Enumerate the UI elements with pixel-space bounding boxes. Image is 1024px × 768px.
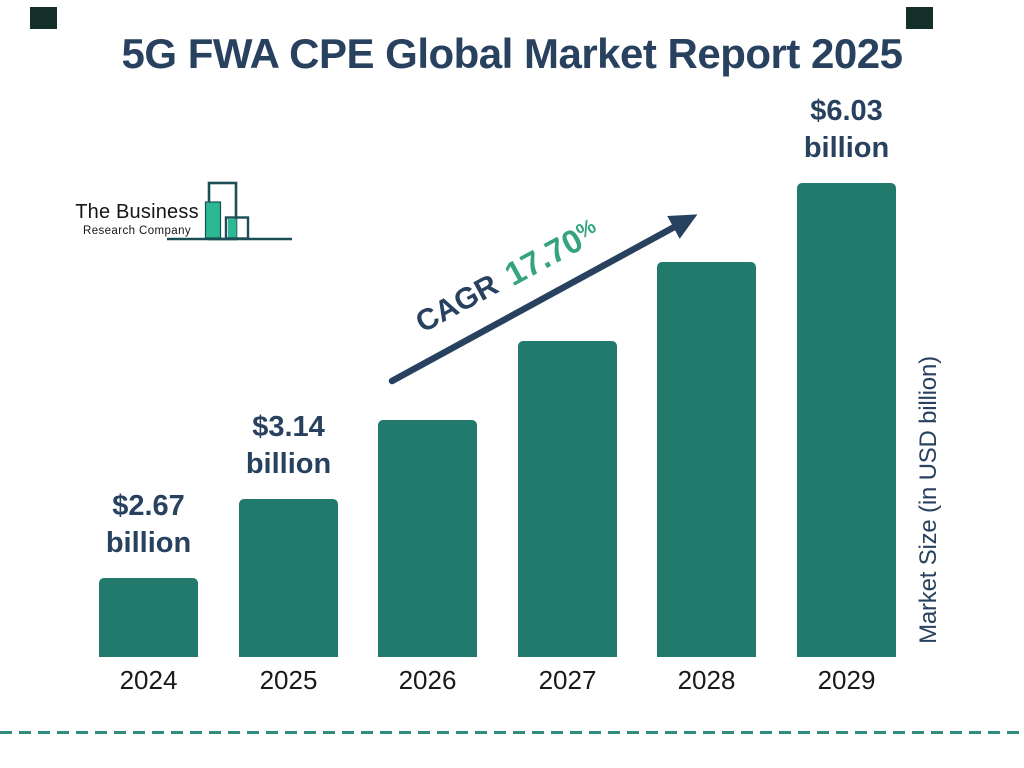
- growth-arrow-icon: [388, 214, 698, 385]
- logo-brand-subname: Research Company: [82, 225, 192, 237]
- bar-2027: [518, 341, 617, 657]
- logo-brand-name: The Business: [75, 201, 199, 223]
- logo-bars-icon: [167, 181, 292, 241]
- bottom-divider-dashed-line: [0, 731, 1024, 734]
- x-label-2025: 2025: [259, 665, 318, 695]
- x-label-2024: 2024: [119, 665, 178, 695]
- bar-2025: [239, 499, 338, 657]
- x-label-2028: 2028: [677, 665, 736, 695]
- bar-2024: [99, 578, 198, 657]
- page-title: 5G FWA CPE Global Market Report 2025: [121, 30, 903, 77]
- value-label-2029: $6.03 billion: [803, 95, 890, 164]
- x-label-2026: 2026: [398, 665, 457, 695]
- x-label-2029: 2029: [817, 665, 876, 695]
- corner-accent-left: [30, 7, 57, 29]
- logo-text: The Business Research Company: [75, 201, 199, 237]
- value-label-2025: $3.14 billion: [245, 411, 332, 480]
- bar-2028: [657, 262, 756, 657]
- x-label-2027: 2027: [538, 665, 597, 695]
- corner-accent-right: [906, 7, 933, 29]
- bar-2026: [378, 420, 477, 657]
- value-label-2024: $2.67 billion: [105, 490, 192, 559]
- brand-logo: The Business Research Company: [70, 175, 300, 250]
- y-axis-label: Market Size (in USD billion): [915, 356, 942, 644]
- bar-2029: [797, 183, 896, 657]
